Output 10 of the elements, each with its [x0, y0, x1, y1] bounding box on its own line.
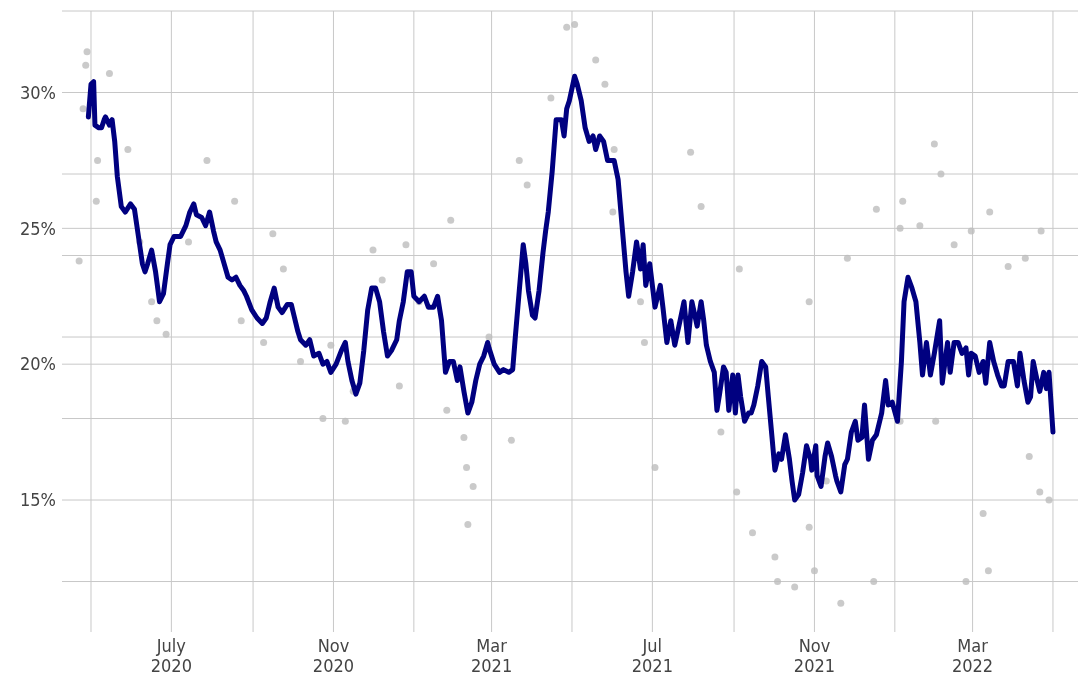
x-tick-label: Jul 2021: [631, 635, 673, 676]
y-tick-label: 15%: [20, 489, 56, 511]
x-tick-label: Nov 2020: [312, 635, 355, 676]
y-tick-label: 30%: [20, 81, 56, 103]
x-tick-label: Mar 2021: [470, 635, 513, 676]
x-tick-label: July 2020: [150, 635, 192, 676]
y-tick-label: 25%: [20, 217, 56, 239]
x-tick-label: Mar 2022: [951, 635, 994, 676]
y-tick-label: 20%: [20, 353, 56, 375]
x-tick-label: Nov 2021: [793, 635, 836, 676]
